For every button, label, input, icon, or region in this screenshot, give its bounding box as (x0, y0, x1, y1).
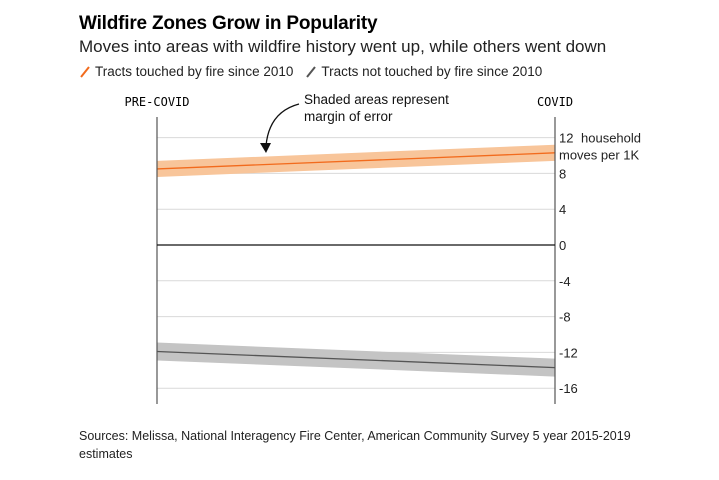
y-tick-labels: 12 8 4 0 -4 -8 -12 -16 (559, 131, 578, 397)
y-tick-4: -4 (559, 274, 571, 289)
annotation-line2: margin of error (304, 109, 393, 124)
line-series-0 (156, 152, 556, 170)
legend-item-fire: Tracts touched by fire since 2010 (79, 64, 293, 79)
x-label-pre-covid: PRE-COVID (124, 95, 189, 109)
legend-label-fire: Tracts touched by fire since 2010 (95, 64, 294, 79)
annotation-arrow (265, 103, 300, 147)
chart-subtitle: Moves into areas with wildfire history w… (79, 37, 607, 56)
y-tick-6: -12 (559, 345, 578, 360)
y-tick-1: 8 (559, 166, 566, 181)
legend-label-nofire: Tracts not touched by fire since 2010 (321, 64, 543, 79)
legend-item-nofire: Tracts not touched by fire since 2010 (305, 64, 542, 79)
source-note: Sources: Melissa, National Interagency F… (79, 429, 631, 461)
chart-title: Wildfire Zones Grow in Popularity (79, 13, 378, 34)
y-tick-5: -8 (559, 310, 571, 325)
y-tick-3: 0 (559, 238, 566, 253)
y-unit-label-line2: moves per 1K (559, 148, 640, 163)
y-tick-0: 12 (559, 131, 573, 146)
legend: Tracts touched by fire since 2010 Tracts… (79, 64, 542, 79)
y-unit-label-line1: household (581, 131, 641, 146)
error-bands (157, 144, 555, 377)
legend-nofire-slash-icon (306, 65, 317, 78)
x-label-covid: COVID (537, 95, 573, 109)
annotation-arrowhead (260, 143, 271, 153)
y-tick-2: 4 (559, 202, 566, 217)
annotation-line1: Shaded areas represent (304, 92, 449, 107)
legend-fire-slash-icon (80, 65, 90, 78)
series-lines (156, 152, 556, 369)
line-series-1 (156, 350, 556, 369)
y-tick-7: -16 (559, 381, 578, 396)
